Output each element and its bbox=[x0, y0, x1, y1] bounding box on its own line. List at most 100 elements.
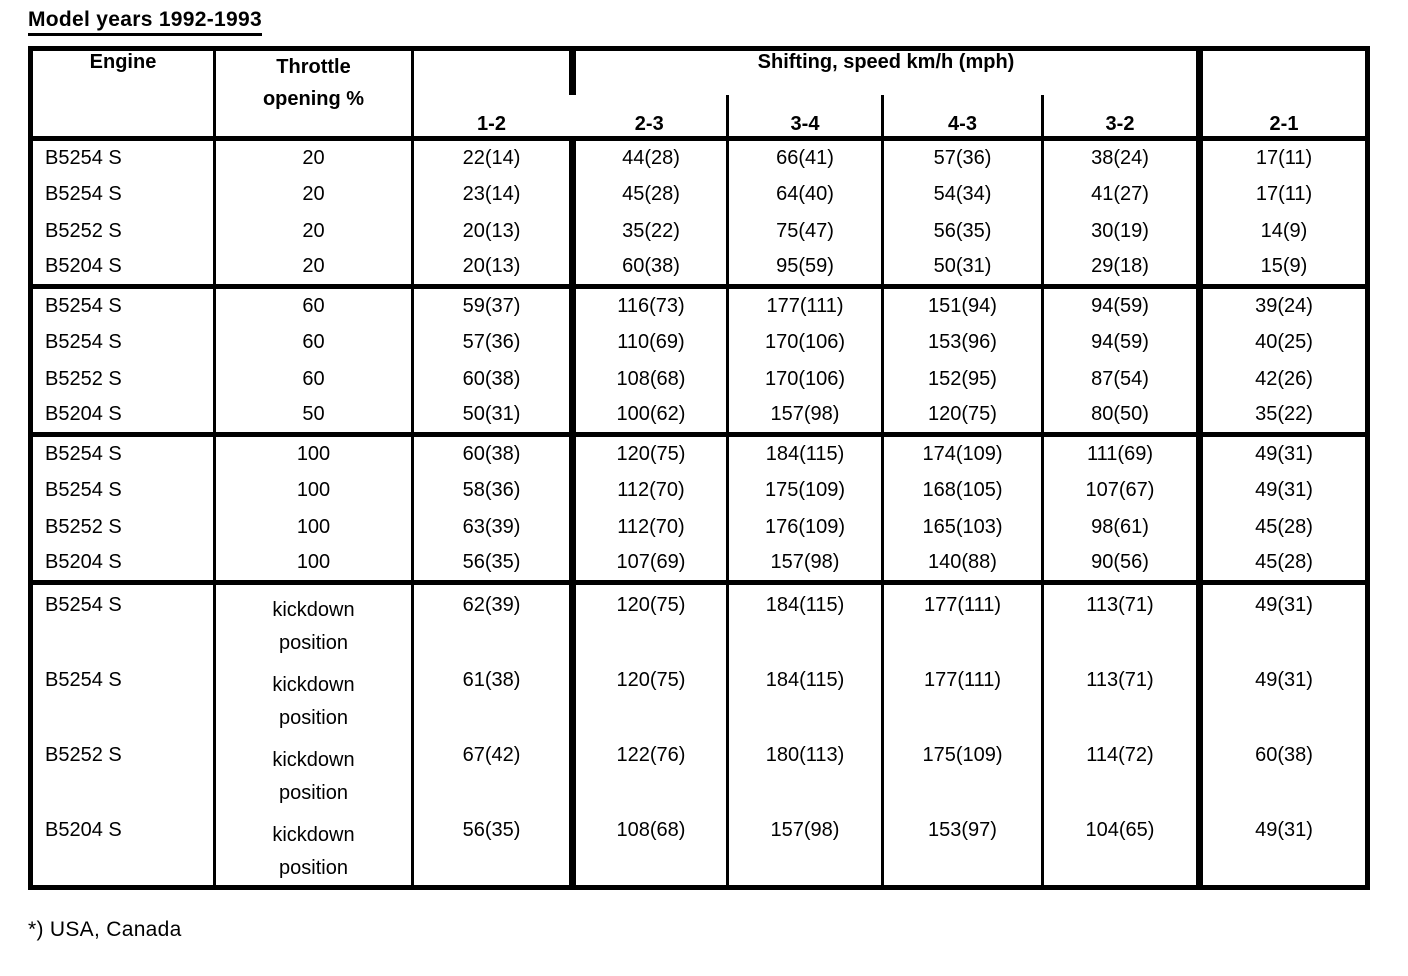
speed-cell: 184(115) bbox=[726, 582, 883, 660]
speed-cell: 95(59) bbox=[726, 249, 883, 287]
throttle-cell: 100 bbox=[213, 434, 413, 472]
engine-cell: B5204 S bbox=[45, 403, 122, 426]
throttle-column-header: Throttle opening % bbox=[213, 48, 413, 139]
throttle-cell: 20 bbox=[213, 249, 413, 287]
table-row: B5252 S 100 63(39) 112(70) 176(109) 165(103) 9… bbox=[31, 508, 1368, 546]
speed-cell: 180(113) bbox=[726, 735, 883, 810]
table-row: B5254 S 60 59(37) 116(73) 177(111) 151(94) 94(… bbox=[31, 286, 1368, 324]
speed-cell: 177(111) bbox=[881, 582, 1043, 660]
table-row: B5204 S kickdown position 56(35) 108(68) 157… bbox=[31, 810, 1368, 888]
speed-cell: 66(41) bbox=[726, 138, 883, 176]
speed-cell: 44(28) bbox=[569, 138, 728, 176]
speed-cell: 140(88) bbox=[881, 545, 1043, 583]
gear-column-header-3-4: 3-4 bbox=[726, 94, 883, 139]
speed-cell: 56(35) bbox=[411, 810, 573, 888]
speed-cell: 174(109) bbox=[881, 434, 1043, 472]
speed-cell: 49(31) bbox=[1196, 810, 1368, 888]
speed-cell: 17(11) bbox=[1196, 175, 1368, 213]
gear-column-header-2-1: 2-1 bbox=[1196, 48, 1368, 139]
speed-cell: 157(98) bbox=[726, 397, 883, 435]
gear-column-header-3-2: 3-2 bbox=[1041, 94, 1200, 139]
speed-cell: 94(59) bbox=[1041, 286, 1200, 324]
speed-cell: 54(34) bbox=[881, 175, 1043, 213]
engine-cell: B5254 S bbox=[45, 182, 122, 205]
speed-cell: 111(69) bbox=[1041, 434, 1200, 472]
throttle-cell: 20 bbox=[213, 138, 413, 176]
engine-cell: B5254 S bbox=[45, 330, 122, 353]
speed-cell: 107(69) bbox=[569, 545, 728, 583]
speed-cell: 107(67) bbox=[1041, 471, 1200, 509]
table-row: B5204 S 100 56(35) 107(69) 157(98) 140(88) 90(… bbox=[31, 545, 1368, 583]
table-row: B5252 S 60 60(38) 108(68) 170(106) 152(95) 87(… bbox=[31, 360, 1368, 398]
speed-cell: 151(94) bbox=[881, 286, 1043, 324]
speed-cell: 29(18) bbox=[1041, 249, 1200, 287]
table-row: B5254 S 100 60(38) 120(75) 184(115) 174(109) 1… bbox=[31, 434, 1368, 472]
table-row: B5204 S 50 50(31) 100(62) 157(98) 120(75) 80(5… bbox=[31, 397, 1368, 435]
speed-cell: 22(14) bbox=[411, 138, 573, 176]
speed-cell: 94(59) bbox=[1041, 323, 1200, 361]
throttle-cell: kickdown position bbox=[213, 735, 413, 810]
shifting-speed-table: Engine Throttle opening % 1-2 Shifting, s… bbox=[28, 46, 1370, 890]
speed-cell: 104(65) bbox=[1041, 810, 1200, 888]
table-row: B5252 S kickdown position 67(42) 122(76) 180… bbox=[31, 735, 1368, 810]
speed-cell: 177(111) bbox=[726, 286, 883, 324]
speed-cell: 87(54) bbox=[1041, 360, 1200, 398]
speed-cell: 120(75) bbox=[569, 660, 728, 735]
speed-cell: 153(96) bbox=[881, 323, 1043, 361]
engine-cell: B5204 S bbox=[45, 819, 122, 841]
table-row: B5254 S 60 57(36) 110(69) 170(106) 153(96) 94(… bbox=[31, 323, 1368, 361]
engine-cell: B5254 S bbox=[45, 294, 122, 317]
throttle-cell: 50 bbox=[213, 397, 413, 435]
speed-cell: 56(35) bbox=[411, 545, 573, 583]
speed-cell: 113(71) bbox=[1041, 582, 1200, 660]
speed-cell: 120(75) bbox=[881, 397, 1043, 435]
speed-cell: 60(38) bbox=[1196, 735, 1368, 810]
throttle-cell: 100 bbox=[213, 545, 413, 583]
speed-cell: 120(75) bbox=[569, 434, 728, 472]
speed-cell: 17(11) bbox=[1196, 138, 1368, 176]
engine-cell: B5204 S bbox=[45, 551, 122, 574]
speed-cell: 49(31) bbox=[1196, 660, 1368, 735]
speed-cell: 114(72) bbox=[1041, 735, 1200, 810]
speed-cell: 59(37) bbox=[411, 286, 573, 324]
speed-cell: 184(115) bbox=[726, 660, 883, 735]
speed-cell: 63(39) bbox=[411, 508, 573, 546]
speed-cell: 41(27) bbox=[1041, 175, 1200, 213]
speed-cell: 40(25) bbox=[1196, 323, 1368, 361]
speed-cell: 120(75) bbox=[569, 582, 728, 660]
speed-cell: 57(36) bbox=[411, 323, 573, 361]
throttle-cell: kickdown position bbox=[213, 660, 413, 735]
speed-cell: 60(38) bbox=[411, 434, 573, 472]
table-row: B5254 S 20 22(14) 44(28) 66(41) 57(36) 38(24) 1… bbox=[31, 138, 1368, 176]
speed-cell: 75(47) bbox=[726, 212, 883, 250]
engine-cell: B5254 S bbox=[45, 478, 122, 501]
speed-cell: 116(73) bbox=[569, 286, 728, 324]
speed-cell: 45(28) bbox=[569, 175, 728, 213]
engine-cell: B5254 S bbox=[45, 669, 122, 691]
speed-cell: 168(105) bbox=[881, 471, 1043, 509]
speed-cell: 45(28) bbox=[1196, 508, 1368, 546]
speed-cell: 50(31) bbox=[411, 397, 573, 435]
footnote: *) USA, Canada bbox=[28, 918, 182, 941]
gear-column-header-2-3: 2-3 bbox=[634, 113, 664, 135]
gear-column-header-4-3: 4-3 bbox=[881, 94, 1043, 139]
throttle-cell: kickdown position bbox=[213, 810, 413, 888]
throttle-header-line1: Throttle bbox=[276, 56, 351, 78]
row-group-2: B5254 S 60 59(37) 116(73) 177(111) 151(94) 94(… bbox=[30, 286, 1368, 435]
throttle-cell: 20 bbox=[213, 212, 413, 250]
speed-cell: 80(50) bbox=[1041, 397, 1200, 435]
speed-cell: 60(38) bbox=[569, 249, 728, 287]
engine-cell: B5254 S bbox=[45, 442, 122, 465]
row-group-3: B5254 S 100 60(38) 120(75) 184(115) 174(109) 1… bbox=[30, 434, 1368, 583]
speed-cell: 113(71) bbox=[1041, 660, 1200, 735]
table-row: B5254 S kickdown position 61(38) 120(75) 184… bbox=[31, 660, 1368, 735]
engine-cell: B5252 S bbox=[45, 367, 122, 390]
speed-cell: 23(14) bbox=[411, 175, 573, 213]
speed-cell: 56(35) bbox=[881, 212, 1043, 250]
throttle-cell: 60 bbox=[213, 360, 413, 398]
shifting-speed-span-header: Shifting, speed km/h (mph) bbox=[569, 48, 1200, 95]
speed-cell: 50(31) bbox=[881, 249, 1043, 287]
speed-cell: 112(70) bbox=[569, 508, 728, 546]
throttle-cell: 100 bbox=[213, 471, 413, 509]
